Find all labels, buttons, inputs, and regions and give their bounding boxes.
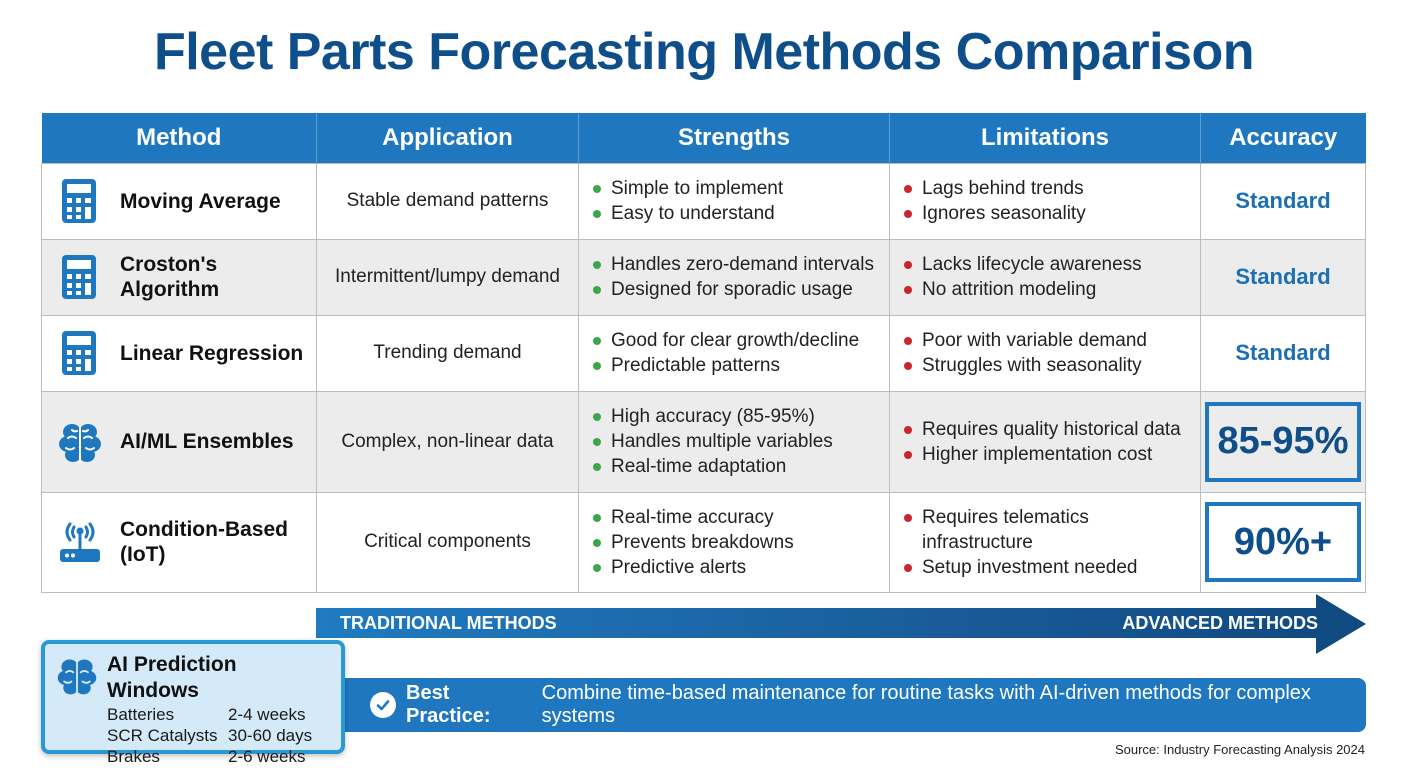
limitation-item: Ignores seasonality [904, 201, 1200, 226]
best-practice-label: Best Practice: [406, 682, 491, 727]
strength-item: Predictable patterns [593, 353, 889, 378]
prediction-window: 30-60 days [228, 726, 313, 745]
ai-window-row: Batteries 2-4 weeks [107, 704, 331, 725]
strength-item: Good for clear growth/decline [593, 328, 889, 353]
arrow-body [316, 608, 1316, 638]
page-title: Fleet Parts Forecasting Methods Comparis… [153, 23, 1255, 81]
advanced-methods-label: ADVANCED METHODS [1122, 613, 1318, 633]
table-row: AI/ML Ensembles Complex, non-linear data… [41, 390, 1366, 493]
method-name: Moving Average [120, 189, 281, 213]
application-cell: Complex, non-linear data [316, 390, 579, 493]
limitation-item: Requires telematics infrastructure [904, 505, 1114, 555]
application-cell: Intermittent/lumpy demand [316, 238, 579, 316]
source-citation: Source: Industry Forecasting Analysis 20… [1114, 742, 1365, 757]
strength-item: Real-time adaptation [593, 454, 889, 479]
ai-windows-title: AI Prediction Windows [107, 653, 237, 702]
method-name: Condition-Based (IoT) [120, 518, 288, 566]
ai-window-row: Brakes 2-6 weeks [107, 746, 331, 767]
table-row: Linear Regression Trending demand Good f… [41, 314, 1366, 392]
table-row: Croston's Algorithm Intermittent/lumpy d… [41, 238, 1366, 316]
accuracy-value: Standard [1235, 340, 1331, 365]
application-cell: Critical components [316, 491, 579, 593]
table-header-row: Method Application Strengths Limitations… [41, 113, 1366, 163]
calculator-icon [62, 331, 96, 375]
part-name: Brakes [107, 747, 160, 766]
limitation-item: Setup investment needed [904, 555, 1200, 580]
limitations-list: Requires telematics infrastructure Setup… [890, 505, 1200, 580]
limitations-list: Lags behind trends Ignores seasonality [890, 176, 1200, 226]
limitation-item: Requires quality historical data [904, 417, 1200, 442]
best-practice-banner: Best Practice: Combine time-based mainte… [330, 678, 1366, 732]
strength-item: Simple to implement [593, 176, 889, 201]
accuracy-value: Standard [1235, 264, 1331, 289]
limitation-item: Poor with variable demand [904, 328, 1200, 353]
header-limitations: Limitations [889, 113, 1201, 163]
application-cell: Trending demand [316, 314, 579, 392]
application-cell: Stable demand patterns [316, 162, 579, 240]
strength-item: Handles zero-demand intervals [593, 252, 889, 277]
strength-item: Easy to understand [593, 201, 889, 226]
limitation-item: Lags behind trends [904, 176, 1200, 201]
strengths-list: Real-time accuracy Prevents breakdowns P… [579, 505, 889, 580]
check-circle-icon [370, 692, 396, 718]
accuracy-value: Standard [1235, 188, 1331, 213]
traditional-methods-label: TRADITIONAL METHODS [340, 613, 557, 633]
part-name: Batteries [107, 705, 175, 724]
arrow-right-icon [1316, 594, 1366, 654]
limitations-list: Requires quality historical data Higher … [890, 417, 1200, 467]
method-name: AI/ML Ensembles [120, 430, 294, 453]
header-application: Application [316, 113, 579, 163]
brain-icon [59, 423, 101, 463]
method-progression-arrow: TRADITIONAL METHODS ADVANCED METHODS [316, 594, 1366, 654]
prediction-window: 2-4 weeks [228, 705, 306, 724]
strength-item: Real-time accuracy [593, 505, 889, 530]
strengths-list: Good for clear growth/decline Predictabl… [579, 328, 889, 378]
strengths-list: Simple to implement Easy to understand [579, 176, 889, 226]
table-row: Moving Average Stable demand patterns Si… [41, 162, 1366, 240]
header-strengths: Strengths [578, 113, 890, 163]
limitation-item: Lacks lifecycle awareness [904, 252, 1200, 277]
table-row: Condition-Based (IoT) Critical component… [41, 491, 1366, 593]
strengths-list: Handles zero-demand intervals Designed f… [579, 252, 889, 302]
strength-item: Designed for sporadic usage [593, 277, 889, 302]
strength-item: Predictive alerts [593, 555, 889, 580]
brain-icon [57, 659, 97, 696]
comparison-table: Method Application Strengths Limitations… [41, 113, 1366, 593]
prediction-window: 2-6 weeks [228, 747, 306, 766]
limitation-item: Struggles with seasonality [904, 353, 1200, 378]
strength-item: Prevents breakdowns [593, 530, 889, 555]
limitations-list: Poor with variable demand Struggles with… [890, 328, 1200, 378]
header-method: Method [41, 113, 317, 163]
part-name: SCR Catalysts [107, 726, 218, 745]
ai-prediction-windows-card: AI Prediction Windows Batteries 2-4 week… [41, 640, 345, 766]
strengths-list: High accuracy (85-95%) Handles multiple … [579, 404, 889, 479]
iot-router-icon [60, 522, 100, 562]
strength-item: Handles multiple variables [593, 429, 889, 454]
strength-item: High accuracy (85-95%) [593, 404, 889, 429]
best-practice-text: Combine time-based maintenance for routi… [541, 682, 1311, 727]
method-name: Croston's Algorithm [120, 253, 220, 301]
ai-window-row: SCR Catalysts 30-60 days [107, 725, 331, 746]
limitations-list: Lacks lifecycle awareness No attrition m… [890, 252, 1200, 302]
limitation-item: No attrition modeling [904, 277, 1200, 302]
accuracy-highlight-box: 85-95% [1205, 401, 1361, 482]
method-name: Linear Regression [120, 341, 304, 365]
accuracy-highlight-box: 90%+ [1205, 502, 1361, 582]
header-accuracy: Accuracy [1200, 113, 1366, 163]
calculator-icon [62, 255, 96, 299]
calculator-icon [62, 179, 96, 223]
limitation-item: Higher implementation cost [904, 442, 1200, 467]
